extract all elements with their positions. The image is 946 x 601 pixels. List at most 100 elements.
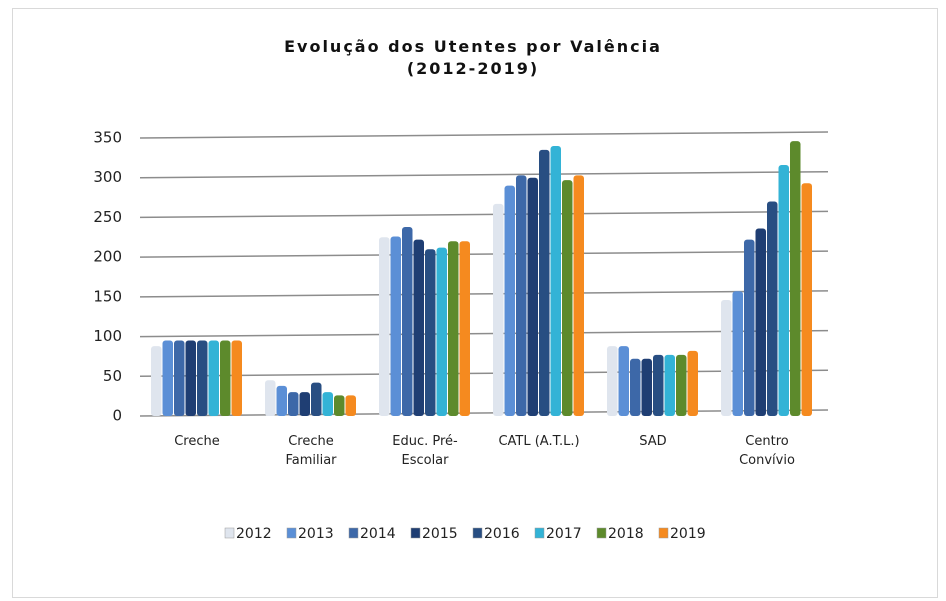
bar xyxy=(504,185,515,416)
grid-line xyxy=(139,210,829,219)
bar xyxy=(687,350,698,416)
legend-label: 2012 xyxy=(236,526,272,542)
bar-body xyxy=(185,340,196,416)
bar xyxy=(276,385,287,416)
bar xyxy=(459,241,470,416)
bar xyxy=(755,228,766,416)
legend-swatch xyxy=(534,527,545,539)
y-tick-label: 50 xyxy=(103,367,122,385)
bar-body xyxy=(231,340,242,416)
grid-line xyxy=(139,250,829,258)
y-tick-label: 150 xyxy=(93,287,122,305)
bar xyxy=(653,354,664,416)
bar-body xyxy=(778,165,789,416)
bar-body xyxy=(208,340,219,416)
x-tick-label: Creche Familiar xyxy=(285,434,337,468)
bar-body xyxy=(539,149,550,416)
bar-body xyxy=(562,180,573,416)
chart-title: Evolução dos Utentes por Valência (2012-… xyxy=(284,37,662,78)
bar xyxy=(630,358,641,416)
bar-body xyxy=(402,226,413,416)
bar-body xyxy=(687,350,698,416)
bar-body xyxy=(413,239,424,416)
bar xyxy=(288,392,299,416)
bar xyxy=(676,354,687,416)
bar xyxy=(231,340,242,416)
bar xyxy=(265,380,276,416)
bar-body xyxy=(573,175,584,416)
bar-body xyxy=(151,346,162,416)
grid-line xyxy=(139,290,829,298)
bar-body xyxy=(664,354,675,416)
bar xyxy=(664,354,675,416)
bar-body xyxy=(527,177,538,416)
bar xyxy=(550,145,561,416)
grid-line xyxy=(139,329,829,338)
grid-line xyxy=(139,170,829,179)
bar-body xyxy=(345,395,356,416)
y-tick-label: 0 xyxy=(112,407,122,425)
bar-body xyxy=(174,340,185,416)
bar-body xyxy=(630,358,641,416)
x-tick-label: SAD xyxy=(639,434,667,449)
legend-swatch xyxy=(472,527,483,539)
bar-body xyxy=(265,380,276,416)
x-tick-label: Educ. Pré-Escolar xyxy=(392,434,458,468)
bar-body xyxy=(311,382,322,416)
bar-body xyxy=(607,346,618,416)
legend-swatch xyxy=(286,527,297,539)
legend-label: 2018 xyxy=(608,526,644,542)
bar xyxy=(413,239,424,416)
bar xyxy=(379,237,390,416)
legend-swatch xyxy=(410,527,421,539)
bar xyxy=(174,340,185,416)
bar xyxy=(334,395,345,416)
legend-swatch xyxy=(658,527,669,539)
bar xyxy=(767,201,778,416)
bar xyxy=(527,177,538,416)
bar xyxy=(562,180,573,416)
y-tick-label: 350 xyxy=(93,129,122,147)
legend-swatch xyxy=(348,527,359,539)
bar-body xyxy=(653,354,664,416)
bar-body xyxy=(459,241,470,416)
chart-frame xyxy=(12,8,938,598)
bar xyxy=(448,241,459,416)
legend-label: 2019 xyxy=(670,526,706,542)
grid-line xyxy=(139,131,829,139)
bar xyxy=(493,203,504,416)
bar xyxy=(220,340,231,416)
bar-body xyxy=(220,340,231,416)
bar xyxy=(185,340,196,416)
bar xyxy=(311,382,322,416)
bar-body xyxy=(790,141,801,417)
bar-body xyxy=(744,239,755,416)
grid-line xyxy=(139,409,829,417)
x-tick-label: Creche xyxy=(174,434,220,449)
bar xyxy=(801,183,812,416)
y-tick-label: 300 xyxy=(93,168,122,186)
legend-label: 2013 xyxy=(298,526,334,542)
bar-body xyxy=(436,247,447,416)
bar xyxy=(790,141,801,417)
bar-body xyxy=(334,395,345,416)
bar-body xyxy=(425,249,436,416)
bar xyxy=(539,149,550,416)
bar-body xyxy=(641,358,652,416)
bar-body xyxy=(676,354,687,416)
bar xyxy=(607,346,618,416)
bar xyxy=(744,239,755,416)
bar xyxy=(721,300,732,416)
bar xyxy=(573,175,584,416)
bar xyxy=(402,226,413,416)
bar xyxy=(436,247,447,416)
bar-body xyxy=(504,185,515,416)
bar xyxy=(345,395,356,416)
bar xyxy=(390,236,401,416)
bar-body xyxy=(516,175,527,416)
bar-body xyxy=(550,145,561,416)
bar-body xyxy=(197,340,208,416)
bar-body xyxy=(618,346,629,416)
bar xyxy=(151,346,162,416)
bar xyxy=(618,346,629,416)
